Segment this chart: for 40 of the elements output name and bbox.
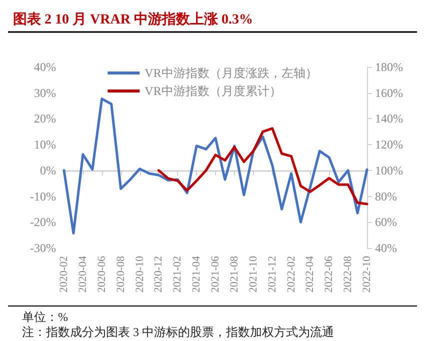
x-tick-label: 2022-06 <box>323 256 336 293</box>
x-tick-label: 2021-10 <box>247 256 260 293</box>
x-tick-label: 2022-08 <box>342 256 354 293</box>
text: 注：指数成分为图表 3 中游标的股票，指数加权方式为流通 <box>22 325 334 339</box>
x-tick-label: 2020-04 <box>76 256 89 293</box>
y-tick-label: 20% <box>34 112 56 126</box>
x-tick-label: 2020-12 <box>152 256 165 293</box>
legend-label: VR中游指数（月度累计） <box>144 84 282 98</box>
x-tick-label: 2021-04 <box>190 256 203 293</box>
chart-title: 图表 2 10 月 VRAR 中游指数上涨 0.3% <box>13 12 253 28</box>
y2-tick-label: 140% <box>375 112 403 126</box>
x-tick-label: 2022-04 <box>304 256 316 293</box>
line-series <box>157 127 368 206</box>
x-tick-label: 2022-10 <box>361 256 373 293</box>
y2-tick-label: 40% <box>375 241 397 255</box>
x-tick-label: 2020-06 <box>96 256 108 293</box>
y2-tick-label: 160% <box>375 86 403 100</box>
legend-label: VR中游指数（月度涨跌，左轴） <box>144 66 318 80</box>
y2-tick-label: 180% <box>375 60 403 74</box>
y2-tick-label: 80% <box>375 189 397 204</box>
y-tick-label: 30% <box>34 86 56 100</box>
x-tick-label: 2020-10 <box>134 256 146 293</box>
y2-tick-label: 120% <box>375 138 403 152</box>
y2-tick-label: 60% <box>375 215 397 230</box>
y-tick-label: 10% <box>34 138 56 152</box>
x-tick-label: 2020-02 <box>58 256 70 293</box>
x-tick-label: 2022-02 <box>285 256 298 293</box>
y-tick-label: -10% <box>30 189 56 204</box>
text: 单位：% <box>22 310 68 324</box>
x-tick-label: 2021-02 <box>172 256 184 293</box>
y-tick-label: 0% <box>40 163 56 178</box>
x-tick-label: 2021-12 <box>266 256 278 293</box>
x-tick-label: 2021-08 <box>228 256 240 293</box>
y2-tick-label: 100% <box>375 163 403 178</box>
x-tick-label: 2020-08 <box>114 256 127 293</box>
x-tick-label: 2021-06 <box>210 256 222 293</box>
y-tick-label: -30% <box>30 241 56 255</box>
y-tick-label: -20% <box>30 215 56 230</box>
y-tick-label: 40% <box>34 60 56 74</box>
line-series <box>62 98 368 235</box>
